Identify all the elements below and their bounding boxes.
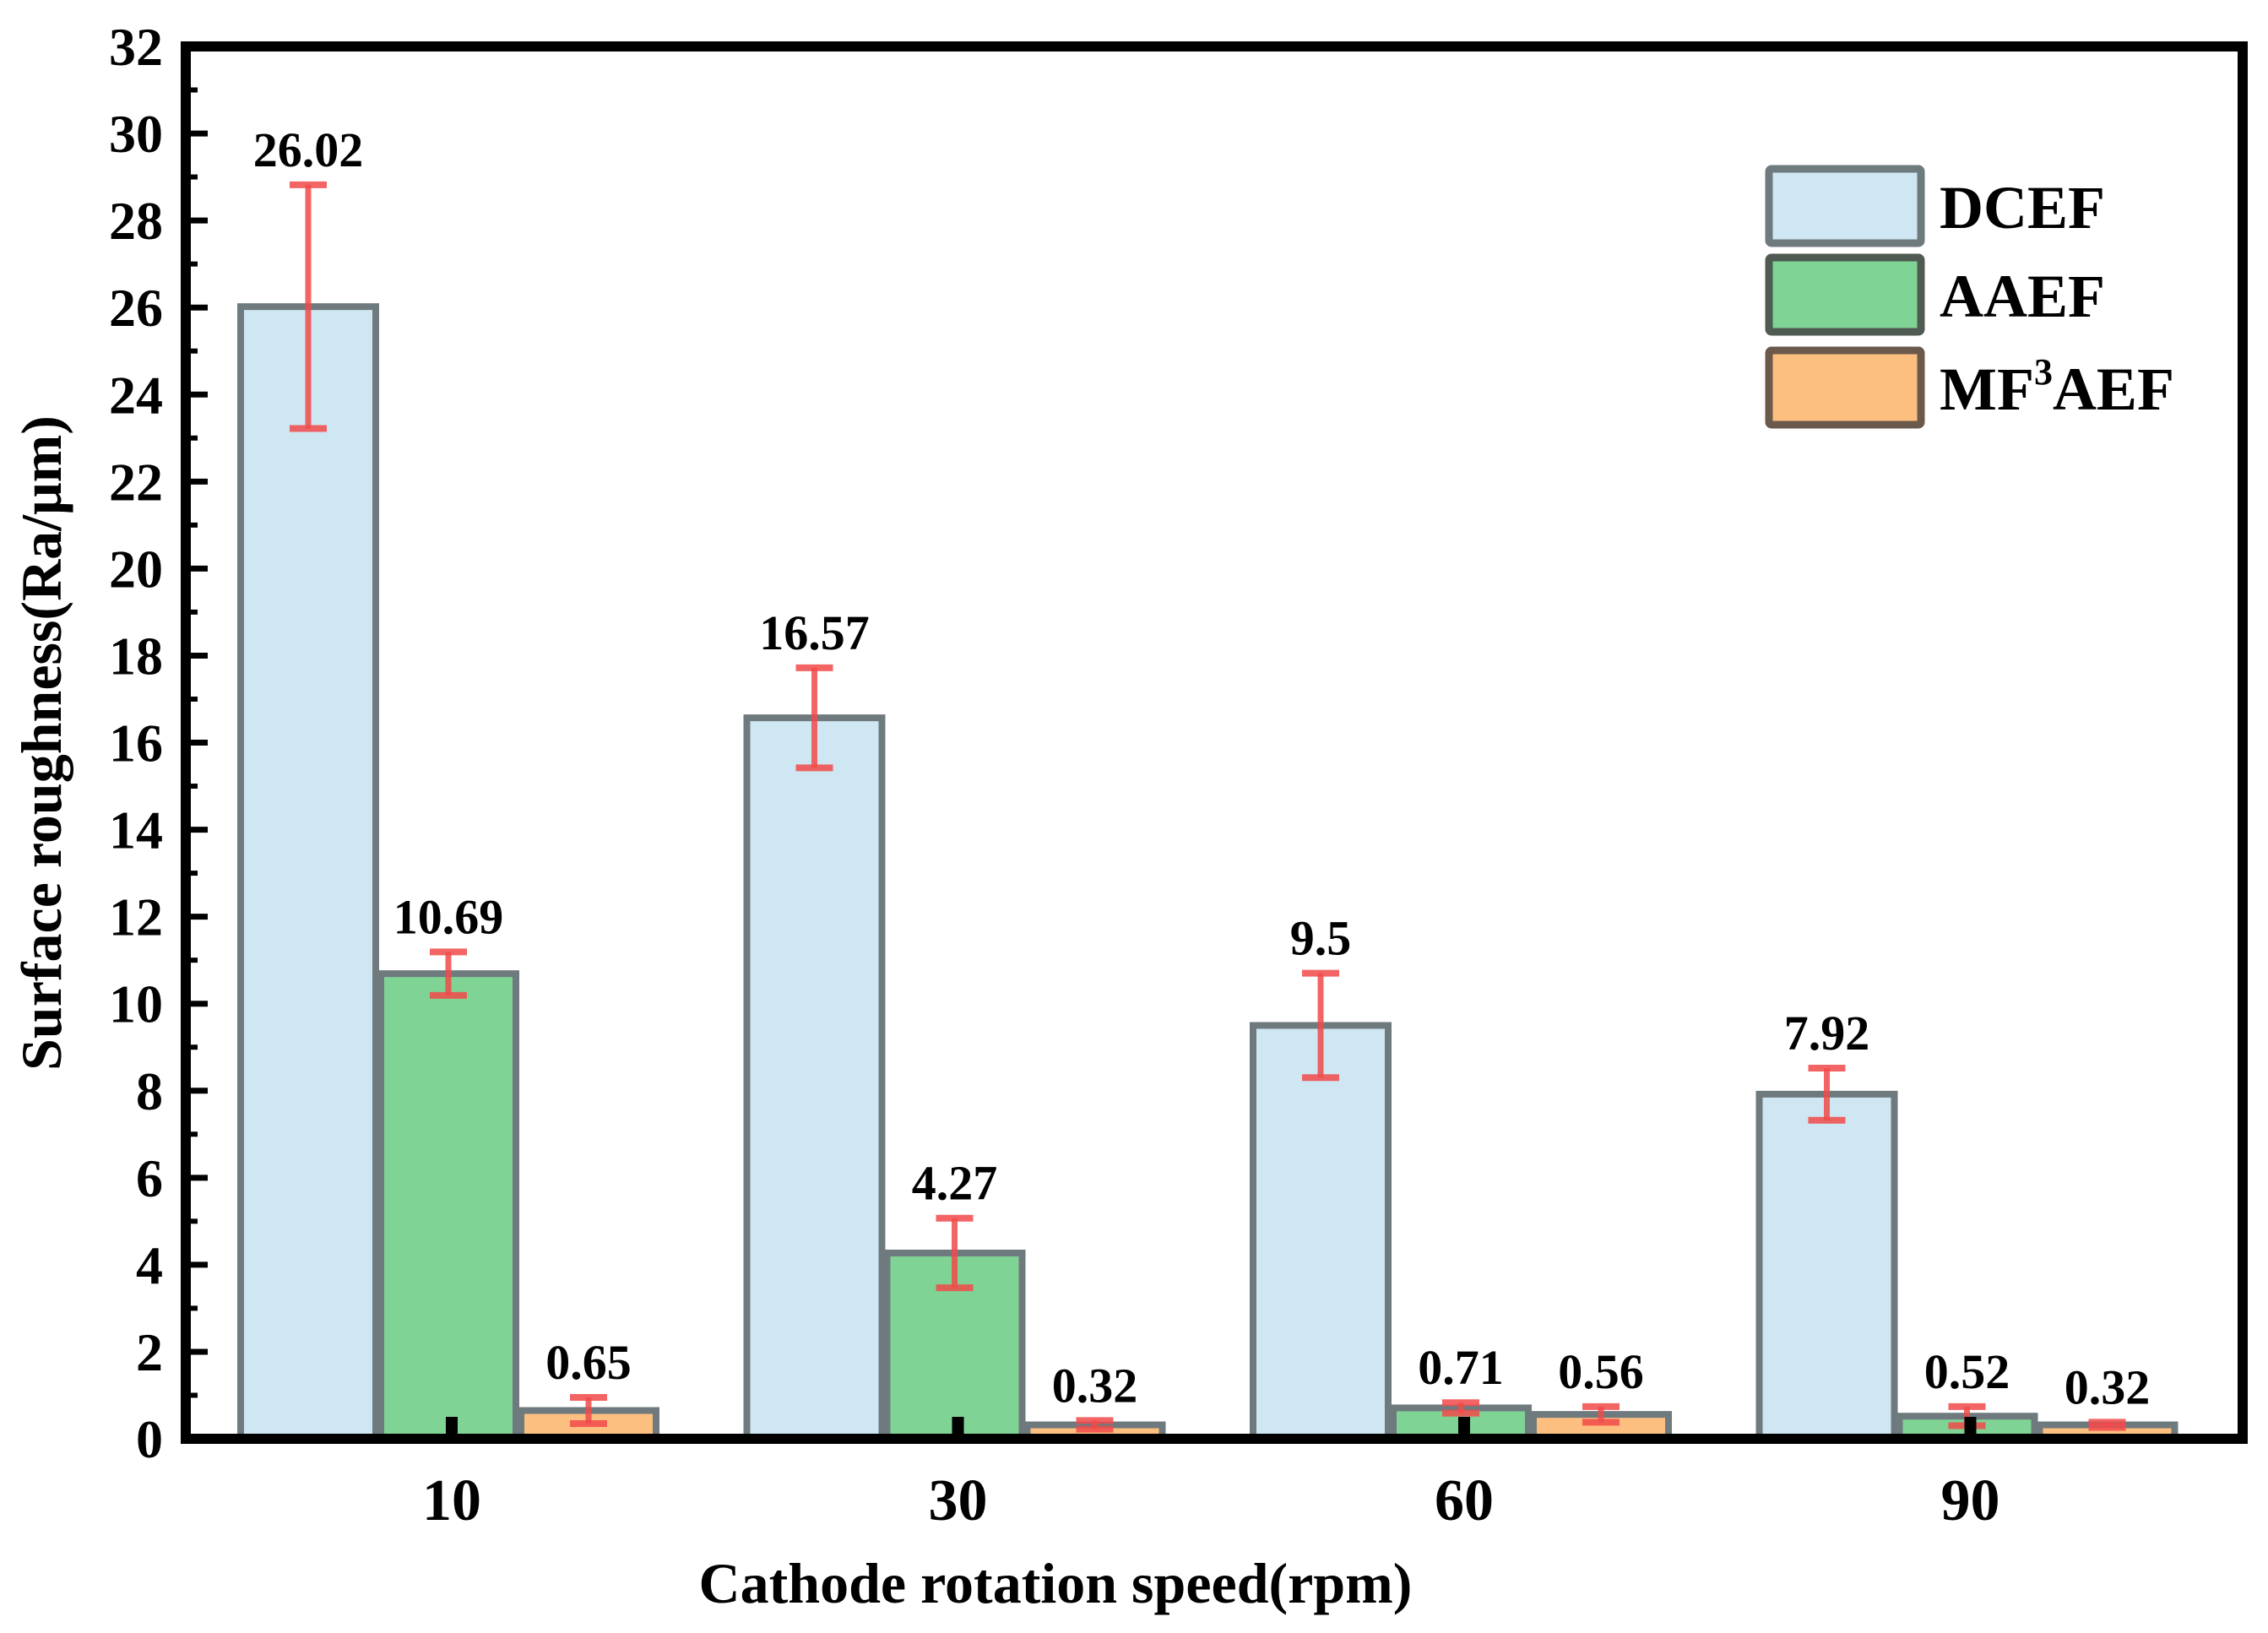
bar-dcef-10 (237, 303, 379, 1442)
legend-label-mf3aef-base: MF (1940, 355, 2034, 423)
legend-swatch-dcef (1765, 165, 1925, 247)
x-tick-label: 30 (929, 1468, 988, 1533)
x-axis-tick-labels: 10 30 60 90 (422, 1468, 2000, 1533)
error-bars (290, 181, 2126, 1433)
data-label-mf3aef-30: 0.32 (1052, 1358, 1138, 1413)
bar-aaef-10 (377, 970, 519, 1443)
x-tick-label: 90 (1941, 1468, 2000, 1533)
y-tick-label: 10 (109, 974, 163, 1034)
legend: DCEF AAEF MF3AEF (1765, 165, 2174, 429)
y-tick-label: 24 (109, 365, 163, 425)
bar-series (237, 303, 2178, 1443)
y-tick-label: 22 (109, 452, 163, 512)
data-label-dcef-30: 16.57 (759, 605, 870, 660)
legend-label-mf3aef-rest: AEF (2053, 355, 2174, 423)
legend-label-mf3aef: MF3AEF (1940, 351, 2174, 423)
bar-aaef-30 (883, 1249, 1026, 1442)
y-tick-label: 12 (109, 887, 163, 947)
data-label-dcef-90: 7.92 (1784, 1006, 1870, 1061)
x-axis-title: Cathode rotation speed(rpm) (699, 1551, 1413, 1615)
data-label-aaef-90: 0.52 (1924, 1344, 2010, 1399)
data-label-mf3aef-10: 0.65 (545, 1335, 632, 1390)
legend-swatch-mf3aef (1765, 346, 1925, 429)
y-tick-label: 14 (109, 800, 163, 860)
plot-frame (181, 41, 2248, 1444)
y-tick-label: 32 (109, 17, 163, 77)
x-tick-label: 10 (422, 1468, 481, 1533)
y-tick-label: 0 (136, 1409, 163, 1469)
data-label-aaef-10: 10.69 (393, 889, 504, 944)
y-tick-label: 18 (109, 626, 163, 686)
legend-label-dcef: DCEF (1940, 174, 2105, 241)
legend-label-mf3aef-sup: 3 (2034, 351, 2053, 393)
legend-label-aaef: AAEF (1940, 263, 2105, 330)
x-tick-label: 60 (1435, 1468, 1494, 1533)
y-tick-label: 8 (136, 1061, 163, 1121)
data-label-aaef-30: 4.27 (912, 1156, 998, 1211)
y-axis-title: Surface roughness(Ra/μm) (9, 415, 73, 1071)
data-label-mf3aef-60: 0.56 (1558, 1344, 1644, 1399)
bar-dcef-90 (1755, 1090, 1898, 1443)
y-tick-label: 20 (109, 539, 163, 599)
data-labels: 26.02 10.69 0.65 16.57 4.27 0.32 9.5 0.71 0.56 7.… (253, 122, 2151, 1415)
bar-dcef-60 (1250, 1022, 1392, 1442)
data-label-dcef-10: 26.02 (253, 122, 364, 177)
data-label-mf3aef-90: 0.32 (2065, 1359, 2151, 1414)
y-tick-label: 2 (136, 1322, 163, 1382)
bar-dcef-30 (743, 714, 886, 1442)
y-tick-label: 16 (109, 713, 163, 773)
data-label-aaef-60: 0.71 (1418, 1340, 1504, 1395)
data-label-dcef-60: 9.5 (1290, 911, 1352, 966)
y-tick-label: 6 (136, 1148, 163, 1208)
y-tick-label: 26 (109, 278, 163, 338)
y-tick-label: 28 (109, 191, 163, 251)
y-tick-label: 4 (136, 1235, 163, 1295)
y-tick-label: 30 (109, 104, 163, 164)
legend-swatch-aaef (1765, 253, 1925, 336)
